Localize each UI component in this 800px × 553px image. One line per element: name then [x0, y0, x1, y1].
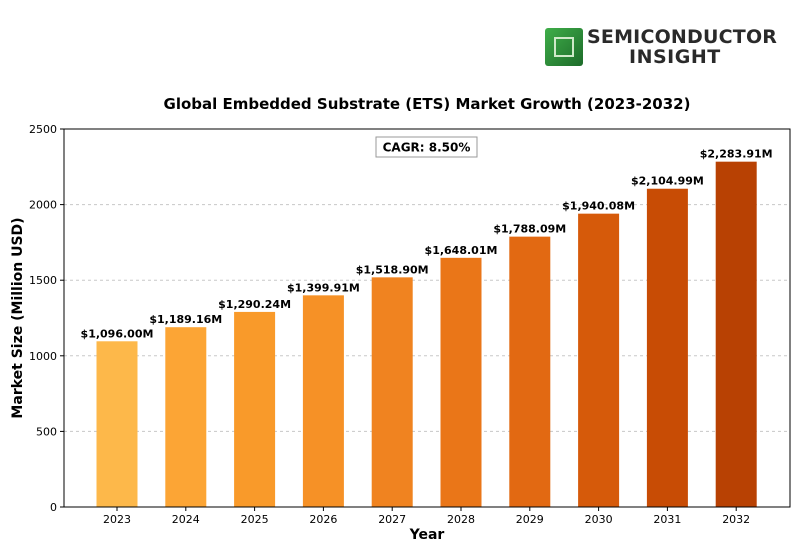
y-tick-label: 0	[50, 501, 57, 514]
bar-2024	[165, 327, 207, 507]
x-tick-label: 2032	[722, 513, 750, 526]
data-label-2030: $1,940.08M	[562, 200, 635, 213]
x-axis-ticks: 2023 2024 2025 2026 2027 2028 2029 2030 2031 2032	[103, 507, 750, 526]
bar-2025	[234, 311, 276, 507]
cagr-box: CAGR: 8.50%	[375, 136, 478, 158]
x-tick-label: 2025	[241, 513, 269, 526]
chart-title: Global Embedded Substrate (ETS) Market G…	[164, 95, 691, 113]
data-label-2026: $1,399.91M	[287, 281, 360, 294]
y-tick-label: 1500	[29, 274, 57, 287]
bar-2030	[578, 213, 620, 507]
x-tick-label: 2030	[585, 513, 613, 526]
data-label-2023: $1,096.00M	[81, 327, 154, 340]
data-labels: $1,096.00M$1,189.16M $1,290.24M $1,399.91M…	[81, 148, 773, 341]
bar-2029	[509, 236, 551, 507]
y-axis-title: Market Size (Million USD)	[10, 217, 26, 418]
data-label-2032: $2,283.91M	[700, 148, 773, 161]
y-axis-ticks: 0 500 1000 1500 2000 2500	[29, 123, 64, 514]
data-label-2031: $2,104.99M	[631, 175, 704, 188]
data-label-2028: $1,648.01M	[425, 244, 498, 257]
data-label-2025: $1,290.24M	[218, 298, 291, 311]
bars	[96, 161, 757, 508]
bar-2028	[440, 257, 482, 507]
y-tick-label: 1000	[29, 350, 57, 363]
cagr-annotation: CAGR: 8.50%	[383, 141, 471, 155]
x-tick-label: 2031	[653, 513, 681, 526]
bar-2027	[371, 277, 413, 507]
data-label-2029: $1,788.09M	[493, 223, 566, 236]
logo-line1: SEMICONDUCTOR	[587, 26, 778, 48]
plot-frame	[63, 128, 791, 508]
x-tick-label: 2029	[516, 513, 544, 526]
x-tick-label: 2026	[309, 513, 337, 526]
x-tick-label: 2023	[103, 513, 131, 526]
logo-line2: INSIGHT	[629, 46, 721, 68]
x-tick-label: 2027	[378, 513, 406, 526]
x-axis-title: Year	[409, 527, 445, 543]
x-tick-label: 2028	[447, 513, 475, 526]
data-label-2027: $1,518.90M	[356, 263, 429, 276]
bar-2031	[646, 188, 688, 507]
data-label-2024: $1,189.16M	[149, 313, 222, 326]
semiconductor-insight-logo: SEMICONDUCTOR INSIGHT	[545, 26, 778, 68]
x-tick-label: 2024	[172, 513, 200, 526]
bar-2032	[715, 161, 757, 508]
bar-2023	[96, 341, 138, 507]
bar-2026	[302, 295, 344, 507]
chip-icon	[545, 28, 583, 66]
y-tick-label: 500	[36, 425, 57, 438]
y-tick-label: 2000	[29, 199, 57, 212]
y-tick-label: 2500	[29, 123, 57, 136]
